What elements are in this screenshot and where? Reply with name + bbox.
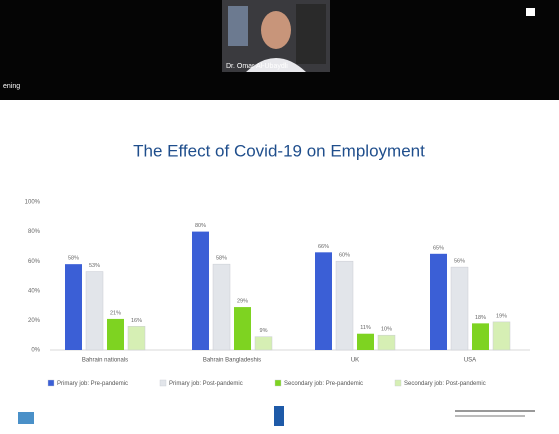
participant-name: Dr. Omar Al-Ubaydli bbox=[226, 63, 288, 70]
value-label: 58% bbox=[216, 256, 227, 262]
legend-swatch bbox=[274, 379, 282, 387]
value-label: 66% bbox=[318, 244, 329, 250]
logo-center bbox=[274, 406, 284, 426]
value-label: 10% bbox=[381, 327, 392, 333]
bar bbox=[107, 318, 124, 350]
value-label: 21% bbox=[110, 310, 121, 316]
value-label: 60% bbox=[339, 253, 350, 259]
bar bbox=[492, 321, 511, 351]
legend-label: Secondary job: Pre-pandemic bbox=[284, 381, 363, 387]
y-tick-label: 60% bbox=[28, 259, 41, 265]
shirt bbox=[246, 58, 306, 72]
legend-swatch bbox=[159, 379, 167, 387]
legend-label: Primary job: Pre-pandemic bbox=[57, 381, 128, 387]
window-icon[interactable] bbox=[526, 8, 535, 16]
value-label: 11% bbox=[360, 325, 371, 331]
value-label: 58% bbox=[68, 256, 79, 262]
value-label: 19% bbox=[496, 313, 507, 319]
value-label: 53% bbox=[89, 263, 100, 269]
bar bbox=[234, 307, 251, 350]
chart-title: The Effect of Covid-19 on Employment bbox=[133, 141, 425, 160]
bar bbox=[212, 263, 231, 351]
value-label: 80% bbox=[195, 223, 206, 229]
legend-swatch bbox=[394, 379, 402, 387]
legend-label: Secondary job: Post-pandemic bbox=[404, 381, 486, 387]
x-tick-label: Bahrain nationals bbox=[82, 358, 128, 364]
logo-left bbox=[18, 412, 34, 424]
face bbox=[261, 11, 291, 49]
bar bbox=[377, 334, 396, 351]
legend-label: Primary job: Post-pandemic bbox=[169, 381, 243, 387]
y-tick-label: 40% bbox=[28, 288, 41, 294]
status-text: ening bbox=[3, 83, 20, 90]
y-tick-label: 80% bbox=[28, 229, 41, 235]
bar bbox=[430, 253, 447, 350]
value-label: 65% bbox=[433, 245, 444, 251]
bar bbox=[65, 264, 82, 350]
bar bbox=[254, 336, 273, 351]
y-tick-label: 100% bbox=[25, 200, 41, 206]
logo-right-line bbox=[455, 415, 525, 417]
value-label: 9% bbox=[260, 328, 268, 334]
x-tick-label: USA bbox=[464, 358, 476, 364]
y-tick-label: 0% bbox=[31, 348, 40, 354]
x-tick-label: Bahrain Bangladeshis bbox=[203, 358, 261, 364]
bar bbox=[192, 231, 209, 350]
value-label: 29% bbox=[237, 299, 248, 305]
bar bbox=[450, 266, 469, 351]
value-label: 56% bbox=[454, 259, 465, 265]
value-label: 16% bbox=[131, 318, 142, 324]
bar bbox=[472, 323, 489, 350]
x-tick-label: UK bbox=[351, 358, 359, 364]
bar bbox=[335, 260, 354, 351]
value-label: 18% bbox=[475, 315, 486, 321]
bar bbox=[357, 333, 374, 350]
y-tick-label: 20% bbox=[28, 318, 41, 324]
bar bbox=[85, 271, 104, 351]
legend-swatch bbox=[47, 379, 55, 387]
bookshelf bbox=[296, 4, 326, 64]
logo-right bbox=[455, 410, 535, 412]
bar bbox=[127, 326, 146, 351]
background-panel bbox=[228, 6, 248, 46]
bar bbox=[315, 252, 332, 350]
